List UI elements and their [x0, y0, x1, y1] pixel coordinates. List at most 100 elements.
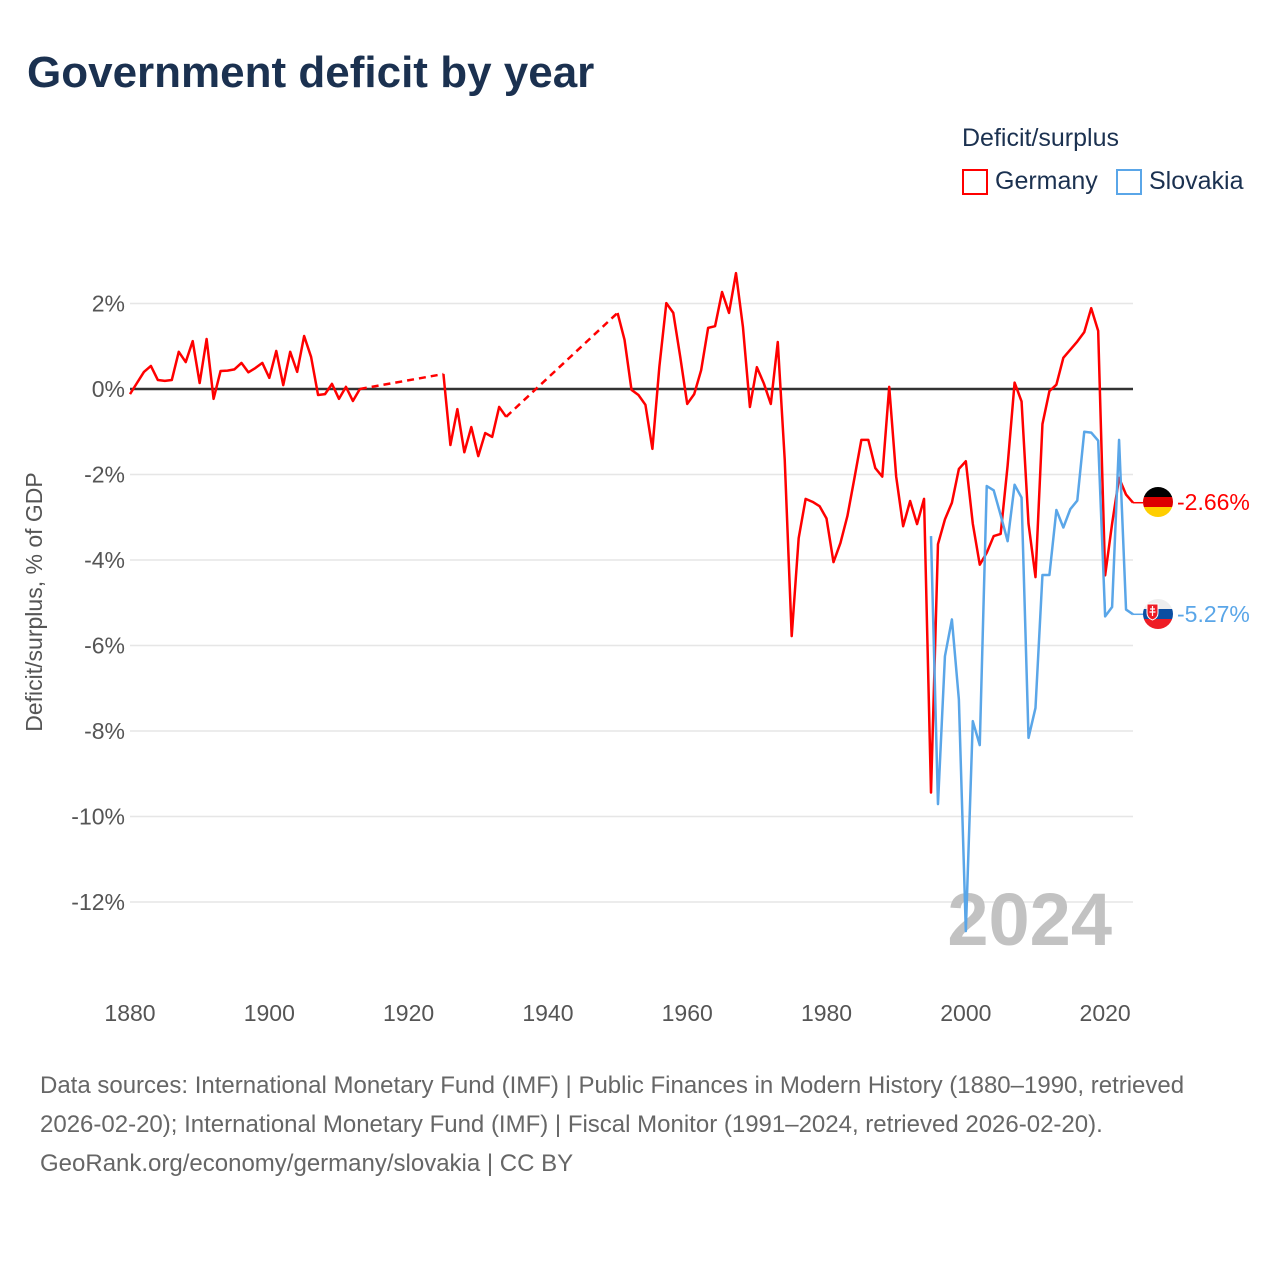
data-point[interactable] [892, 473, 900, 481]
data-point[interactable] [1045, 387, 1053, 395]
data-point[interactable] [182, 358, 190, 366]
data-point[interactable] [175, 348, 183, 356]
data-point[interactable] [781, 456, 789, 464]
data-point[interactable] [767, 400, 775, 408]
data-point[interactable] [634, 391, 642, 399]
data-point[interactable] [1025, 520, 1033, 528]
data-point[interactable] [168, 376, 176, 384]
data-point[interactable] [941, 515, 949, 523]
data-point[interactable] [969, 717, 977, 725]
data-point[interactable] [690, 390, 698, 398]
data-point[interactable] [711, 322, 719, 330]
data-point[interactable] [683, 400, 691, 408]
data-point[interactable] [1059, 354, 1067, 362]
data-point[interactable] [864, 436, 872, 444]
data-point[interactable] [272, 347, 280, 355]
legend-item-slovakia[interactable]: Slovakia [1116, 167, 1244, 196]
data-point[interactable] [1011, 481, 1019, 489]
data-point[interactable] [1122, 491, 1130, 499]
data-point[interactable] [648, 445, 656, 453]
data-point[interactable] [857, 436, 865, 444]
data-point[interactable] [1108, 603, 1116, 611]
data-point[interactable] [300, 332, 308, 340]
data-point[interactable] [217, 367, 225, 375]
data-point[interactable] [210, 395, 218, 403]
data-point[interactable] [1080, 328, 1088, 336]
data-point[interactable] [1073, 338, 1081, 346]
data-point[interactable] [976, 741, 984, 749]
data-point[interactable] [1115, 436, 1123, 444]
data-point[interactable] [655, 363, 663, 371]
data-point[interactable] [983, 482, 991, 490]
data-point[interactable] [816, 502, 824, 510]
data-point[interactable] [1018, 397, 1026, 405]
data-point[interactable] [1073, 497, 1081, 505]
data-point[interactable] [913, 520, 921, 528]
data-point[interactable] [293, 368, 301, 376]
data-point[interactable] [161, 377, 169, 385]
data-point[interactable] [718, 288, 726, 296]
data-point[interactable] [1038, 420, 1046, 428]
data-point[interactable] [439, 370, 447, 378]
data-point[interactable] [258, 359, 266, 367]
data-point[interactable] [788, 632, 796, 640]
data-point[interactable] [1004, 462, 1012, 470]
data-point[interactable] [460, 448, 468, 456]
data-point[interactable] [140, 368, 148, 376]
data-point[interactable] [725, 309, 733, 317]
data-point[interactable] [1080, 428, 1088, 436]
data-point[interactable] [1038, 571, 1046, 579]
data-point[interactable] [962, 927, 970, 935]
data-point[interactable] [934, 540, 942, 548]
data-point[interactable] [843, 512, 851, 520]
data-point[interactable] [1087, 429, 1095, 437]
data-point[interactable] [196, 379, 204, 387]
data-point[interactable] [1066, 505, 1074, 513]
data-point[interactable] [969, 520, 977, 528]
data-point[interactable] [133, 379, 141, 387]
data-point[interactable] [962, 457, 970, 465]
data-point[interactable] [265, 374, 273, 382]
data-point[interactable] [662, 299, 670, 307]
data-point[interactable] [495, 403, 503, 411]
data-point[interactable] [126, 390, 134, 398]
data-point[interactable] [697, 366, 705, 374]
data-point[interactable] [990, 486, 998, 494]
data-point[interactable] [1025, 734, 1033, 742]
data-point[interactable] [871, 464, 879, 472]
data-point[interactable] [1031, 704, 1039, 712]
data-point[interactable] [836, 539, 844, 547]
data-point[interactable] [704, 324, 712, 332]
data-point[interactable] [328, 380, 336, 388]
data-point[interactable] [147, 362, 155, 370]
data-point[interactable] [823, 515, 831, 523]
data-point[interactable] [676, 353, 684, 361]
legend-item-germany[interactable]: Germany [962, 167, 1098, 196]
data-point[interactable] [1094, 437, 1102, 445]
data-point[interactable] [976, 561, 984, 569]
data-point[interactable] [997, 511, 1005, 519]
data-point[interactable] [795, 534, 803, 542]
data-point[interactable] [474, 452, 482, 460]
data-point[interactable] [1087, 304, 1095, 312]
data-point[interactable] [829, 558, 837, 566]
data-point[interactable] [1011, 379, 1019, 387]
data-point[interactable] [906, 497, 914, 505]
data-point[interactable] [802, 495, 810, 503]
data-point[interactable] [237, 359, 245, 367]
data-point[interactable] [1004, 537, 1012, 545]
data-point[interactable] [669, 309, 677, 317]
data-point[interactable] [224, 367, 232, 375]
data-point[interactable] [628, 386, 636, 394]
data-point[interactable] [1031, 573, 1039, 581]
data-point[interactable] [203, 335, 211, 343]
data-point[interactable] [927, 532, 935, 540]
data-point[interactable] [446, 441, 454, 449]
data-point[interactable] [885, 383, 893, 391]
data-point[interactable] [948, 499, 956, 507]
credit-link[interactable]: GeoRank.org/economy/germany/slovakia | C… [40, 1150, 574, 1177]
data-point[interactable] [990, 532, 998, 540]
data-point[interactable] [1052, 381, 1060, 389]
data-point[interactable] [732, 269, 740, 277]
data-point[interactable] [614, 309, 622, 317]
